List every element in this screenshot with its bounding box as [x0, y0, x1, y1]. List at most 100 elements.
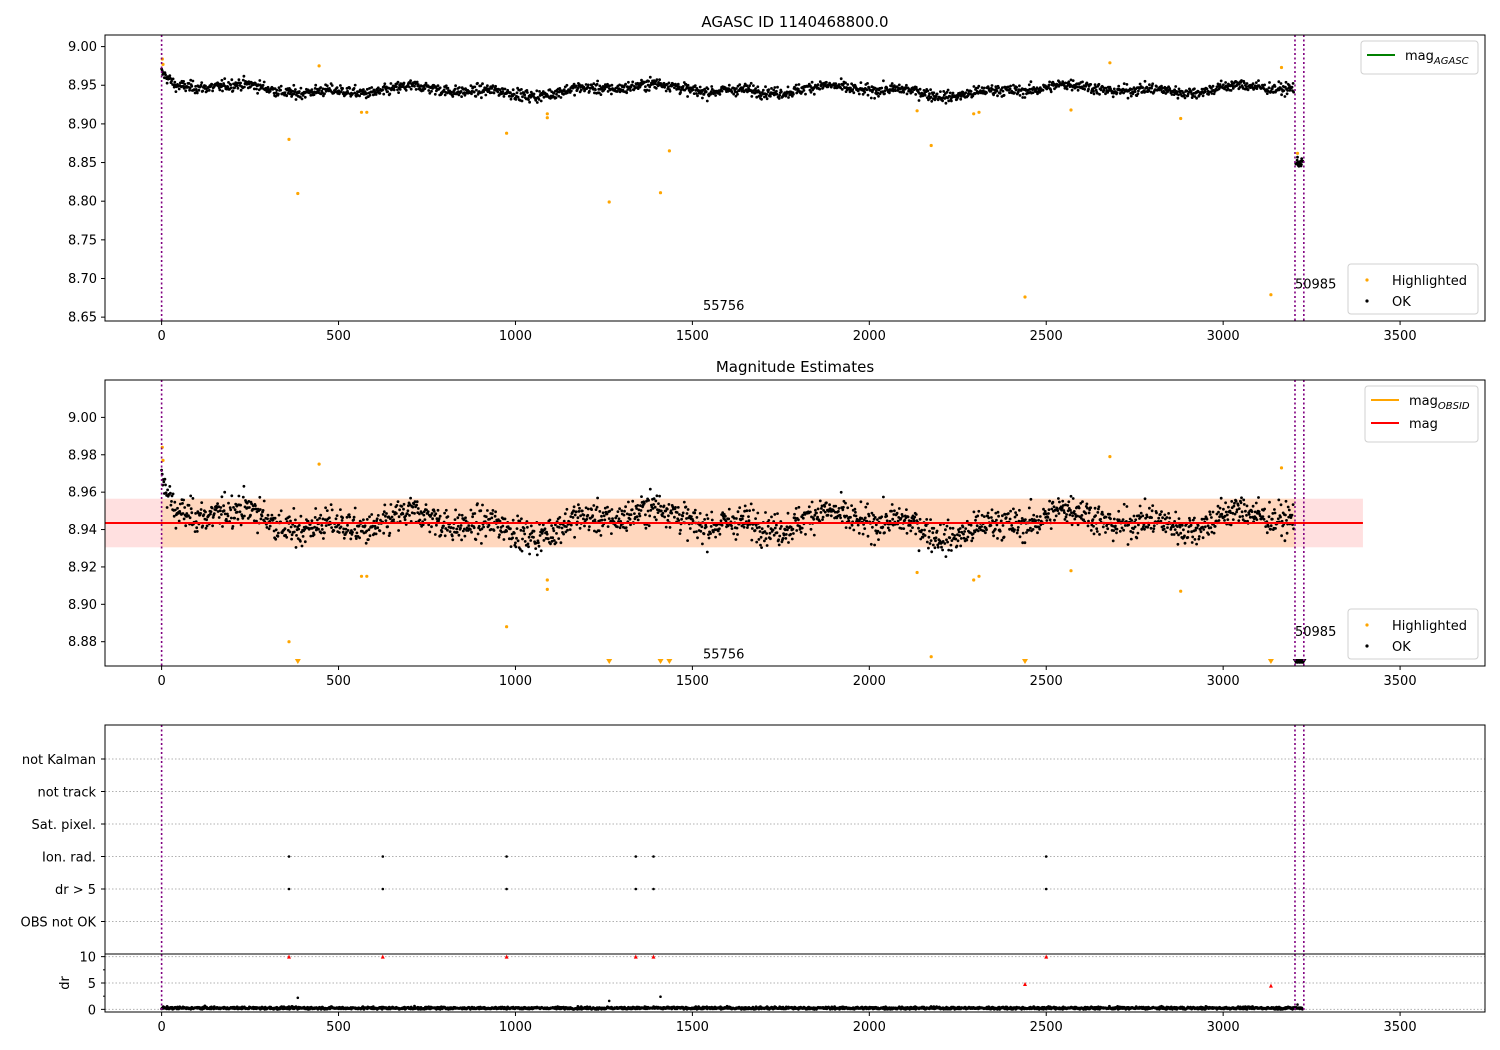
ok-point: [755, 526, 759, 530]
ok-point: [754, 87, 757, 91]
ok-point: [1182, 528, 1185, 532]
ok-point: [195, 91, 199, 95]
ok-point: [172, 514, 176, 518]
ok-point: [810, 500, 814, 504]
ok-point: [551, 527, 555, 530]
ok-point: [759, 535, 763, 539]
highlighted-point: [545, 112, 549, 116]
ok-point: [1285, 519, 1288, 522]
ok-point: [781, 537, 785, 540]
ok-point: [494, 510, 497, 514]
ok-point: [221, 89, 224, 93]
ok-point: [292, 92, 296, 96]
ok-point: [1231, 511, 1235, 515]
ok-point: [436, 508, 440, 512]
ok-point: [642, 81, 646, 84]
ok-point: [247, 80, 251, 84]
ok-point: [395, 512, 398, 515]
obsid-annotation: 50985: [1295, 278, 1336, 293]
ok-point: [239, 88, 243, 92]
ok-point: [402, 81, 406, 85]
ok-point: [954, 537, 958, 541]
ok-point: [783, 528, 787, 532]
ok-point: [486, 509, 489, 512]
ok-point: [479, 84, 483, 88]
ok-point: [940, 545, 943, 549]
ok-point: [199, 512, 203, 515]
ok-point: [1202, 517, 1206, 521]
ok-point: [681, 514, 685, 518]
ok-point: [211, 524, 215, 528]
highlighted-points: [160, 57, 1300, 299]
ok-point: [374, 93, 378, 96]
ok-point: [1258, 514, 1262, 518]
ok-point: [424, 503, 428, 506]
ok-point: [470, 92, 473, 96]
ok-point: [1222, 83, 1225, 87]
ok-point: [630, 83, 634, 87]
ok-point: [956, 96, 960, 99]
ok-point: [1104, 515, 1108, 519]
ok-point: [996, 510, 1000, 514]
off-scale-marker: [657, 659, 664, 664]
ok-point: [776, 512, 779, 515]
ok-point: [1041, 88, 1045, 92]
ok-point: [490, 516, 494, 520]
ok-point: [439, 533, 443, 537]
ok-point: [1242, 503, 1246, 506]
ok-point: [254, 504, 257, 508]
ok-point: [1050, 507, 1054, 511]
ok-point: [935, 92, 939, 96]
ok-point: [222, 509, 226, 513]
ok-point: [908, 524, 912, 527]
ok-point: [1191, 518, 1195, 522]
ok-point: [500, 92, 504, 96]
ok-point: [648, 75, 652, 79]
ok-point: [797, 87, 800, 91]
ok-point: [950, 549, 953, 552]
ok-point: [956, 533, 959, 537]
ok-point: [1159, 519, 1163, 523]
ok-point: [833, 510, 837, 514]
ok-point: [243, 514, 246, 518]
ok-point: [1030, 517, 1034, 521]
ok-point: [383, 503, 387, 507]
ok-point: [716, 529, 720, 533]
ok-point: [1195, 542, 1198, 546]
ok-point: [539, 549, 543, 553]
ok-point: [448, 530, 452, 533]
ok-point: [453, 87, 457, 91]
ok-point: [353, 91, 357, 95]
ok-point: [446, 515, 450, 518]
ok-point: [984, 531, 987, 535]
ok-point: [207, 88, 211, 92]
ok-point: [1220, 512, 1224, 516]
ok-point: [489, 528, 493, 531]
x-tick-label: 1000: [499, 674, 532, 689]
ok-point: [780, 525, 783, 528]
ok-point: [188, 516, 192, 520]
ok-point: [1179, 531, 1183, 535]
ok-point: [742, 525, 746, 529]
ok-point: [677, 519, 681, 522]
ok-point: [760, 546, 763, 549]
ok-point: [559, 96, 563, 99]
ok-point: [1231, 87, 1235, 90]
ok-point: [1270, 87, 1274, 91]
ok-point: [703, 518, 706, 521]
ok-point: [996, 537, 999, 540]
ok-point: [367, 538, 370, 541]
ok-point: [319, 531, 323, 535]
ok-point: [1025, 531, 1028, 534]
ok-point: [454, 508, 457, 512]
ok-point: [1212, 92, 1216, 96]
ok-point: [381, 513, 385, 516]
highlighted-point: [972, 112, 976, 116]
ok-point: [455, 530, 459, 534]
ok-point: [375, 517, 379, 521]
ok-point: [537, 98, 541, 101]
ok-point: [1021, 541, 1025, 545]
ok-point: [866, 534, 870, 538]
ok-point: [319, 86, 323, 89]
